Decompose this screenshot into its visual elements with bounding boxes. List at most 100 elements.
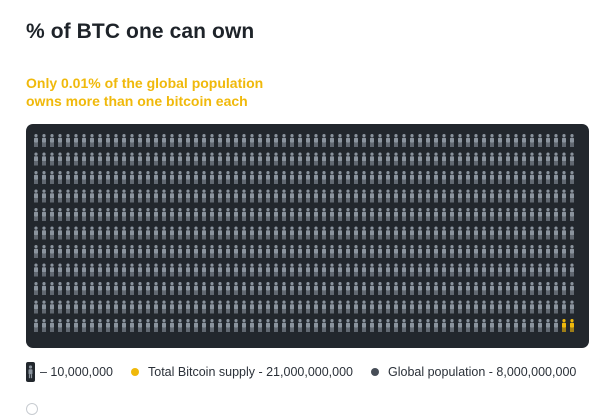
person-icon bbox=[218, 245, 222, 258]
person-icon bbox=[122, 300, 126, 314]
person-icon bbox=[562, 245, 566, 258]
person-icon bbox=[122, 189, 126, 203]
person-icon bbox=[442, 300, 446, 314]
person-icon bbox=[458, 300, 462, 314]
person-icon bbox=[210, 171, 214, 184]
person-icon bbox=[538, 134, 542, 147]
person-icon bbox=[306, 226, 310, 240]
person-icon bbox=[490, 245, 494, 258]
person-icon bbox=[546, 152, 550, 166]
person-icon bbox=[146, 300, 150, 314]
person-icon bbox=[146, 319, 150, 332]
person-icon bbox=[346, 171, 350, 184]
person-icon bbox=[298, 282, 302, 295]
person-icon bbox=[266, 171, 270, 184]
person-icon bbox=[514, 300, 518, 314]
person-icon bbox=[506, 189, 510, 203]
person-icon bbox=[410, 152, 414, 166]
person-icon bbox=[122, 171, 126, 184]
person-icon bbox=[242, 152, 246, 166]
person-icon bbox=[154, 171, 158, 184]
person-icon bbox=[162, 226, 166, 240]
person-icon bbox=[546, 134, 550, 147]
person-icon bbox=[298, 245, 302, 258]
person-icon bbox=[114, 263, 118, 277]
person-icon bbox=[170, 319, 174, 332]
person-icon bbox=[498, 263, 502, 277]
person-icon bbox=[266, 282, 270, 295]
person-icon bbox=[306, 282, 310, 295]
person-icon bbox=[514, 208, 518, 221]
person-icon bbox=[306, 152, 310, 166]
person-icon bbox=[114, 189, 118, 203]
person-icon bbox=[58, 171, 62, 184]
person-icon bbox=[186, 171, 190, 184]
person-icon bbox=[394, 300, 398, 314]
person-icon bbox=[106, 263, 110, 277]
person-icon bbox=[570, 226, 574, 240]
person-icon bbox=[434, 208, 438, 221]
person-icon bbox=[138, 189, 142, 203]
person-icon bbox=[418, 282, 422, 295]
person-icon bbox=[66, 282, 70, 295]
person-icon bbox=[522, 226, 526, 240]
person-icon bbox=[442, 282, 446, 295]
person-icon bbox=[266, 226, 270, 240]
person-icon bbox=[314, 245, 318, 258]
chart-subtitle: Only 0.01% of the global population owns… bbox=[26, 74, 326, 110]
person-icon bbox=[274, 319, 278, 332]
person-icon bbox=[162, 134, 166, 147]
person-icon bbox=[418, 300, 422, 314]
person-icon bbox=[90, 263, 94, 277]
person-icon bbox=[442, 245, 446, 258]
person-icon bbox=[34, 189, 38, 203]
person-icon bbox=[338, 226, 342, 240]
person-icon bbox=[226, 300, 230, 314]
person-icon bbox=[90, 282, 94, 295]
person-icon bbox=[322, 208, 326, 221]
person-icon bbox=[234, 263, 238, 277]
person-icon bbox=[474, 282, 478, 295]
person-icon bbox=[530, 319, 534, 332]
person-icon bbox=[482, 226, 486, 240]
person-icon bbox=[338, 282, 342, 295]
person-icon bbox=[450, 226, 454, 240]
person-icon bbox=[458, 282, 462, 295]
person-icon bbox=[90, 134, 94, 147]
person-icon bbox=[562, 152, 566, 166]
person-icon bbox=[82, 226, 86, 240]
person-icon bbox=[98, 171, 102, 184]
person-icon bbox=[562, 208, 566, 221]
person-icon bbox=[274, 152, 278, 166]
pictogram-panel bbox=[26, 124, 589, 348]
person-icon bbox=[450, 189, 454, 203]
person-icon bbox=[570, 189, 574, 203]
person-icon bbox=[466, 282, 470, 295]
population-dot-icon bbox=[371, 368, 379, 376]
person-icon bbox=[178, 171, 182, 184]
person-icon bbox=[434, 226, 438, 240]
person-icon bbox=[162, 189, 166, 203]
person-icon bbox=[554, 300, 558, 314]
person-icon bbox=[34, 171, 38, 184]
person-icon bbox=[66, 208, 70, 221]
person-icon bbox=[370, 171, 374, 184]
person-icon bbox=[330, 152, 334, 166]
person-icon bbox=[410, 171, 414, 184]
person-icon bbox=[482, 245, 486, 258]
person-icon bbox=[394, 171, 398, 184]
person-icon bbox=[474, 263, 478, 277]
person-icon bbox=[546, 189, 550, 203]
person-icon bbox=[362, 189, 366, 203]
bitcoin-holder-icon bbox=[570, 319, 574, 332]
person-icon bbox=[346, 134, 350, 147]
person-icon bbox=[330, 189, 334, 203]
person-icon bbox=[274, 263, 278, 277]
person-icon bbox=[106, 171, 110, 184]
person-icon bbox=[386, 300, 390, 314]
person-icon bbox=[242, 282, 246, 295]
person-icon bbox=[98, 263, 102, 277]
person-icon bbox=[194, 245, 198, 258]
person-icon bbox=[74, 134, 78, 147]
person-icon bbox=[42, 208, 46, 221]
